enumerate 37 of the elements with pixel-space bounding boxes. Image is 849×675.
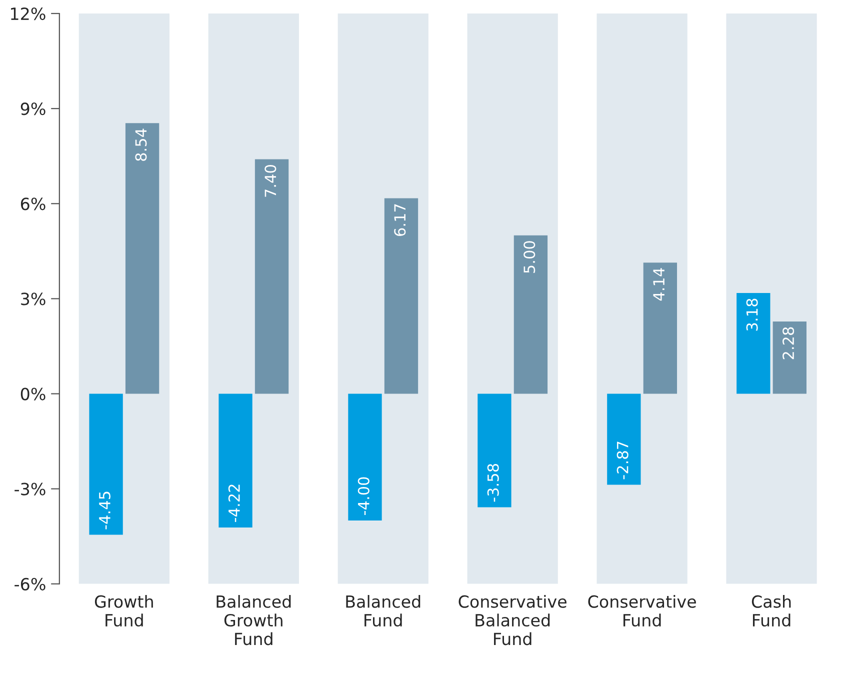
bar [89,394,123,535]
x-tick-label: Balanced Growth Fund [216,594,291,646]
bar [384,198,418,394]
data-label: -2.87 [616,442,628,480]
bar [736,292,770,394]
y-tick-label: 9% [20,102,46,116]
y-tick-label: -3% [14,482,46,496]
data-label: 8.54 [135,128,147,161]
bar [478,394,512,508]
data-label: 6.17 [394,204,406,236]
y-tick-label: -6% [14,578,46,590]
y-tick-label: 12% [11,7,46,20]
data-label: 2.28 [782,327,794,360]
data-label: 5.00 [524,241,536,273]
bar [218,394,252,528]
bar [254,159,289,394]
data-label: -3.58 [487,464,499,502]
y-tick-label: 0% [20,388,46,400]
x-tick-label: Conservative Balanced Fund [458,594,566,646]
bar [348,394,382,520]
data-label: -4.00 [358,477,370,515]
x-tick-label: Cash Fund [752,594,791,627]
bar [514,235,548,394]
data-label: -4.22 [228,484,240,522]
x-tick-label: Conservative Fund [588,594,696,627]
y-tick-label: 3% [21,292,46,306]
data-label: 4.14 [653,268,664,301]
data-label: 7.40 [264,165,276,197]
bar [643,262,678,394]
bar [125,123,160,394]
x-tick-label: Balanced Fund [346,594,420,627]
data-label: -4.45 [99,492,110,530]
bar [772,322,806,394]
data-label: 3.18 [746,298,758,331]
x-tick-label: Growth Fund [94,594,153,627]
bar [607,394,641,485]
y-tick-label: 6% [20,198,46,210]
